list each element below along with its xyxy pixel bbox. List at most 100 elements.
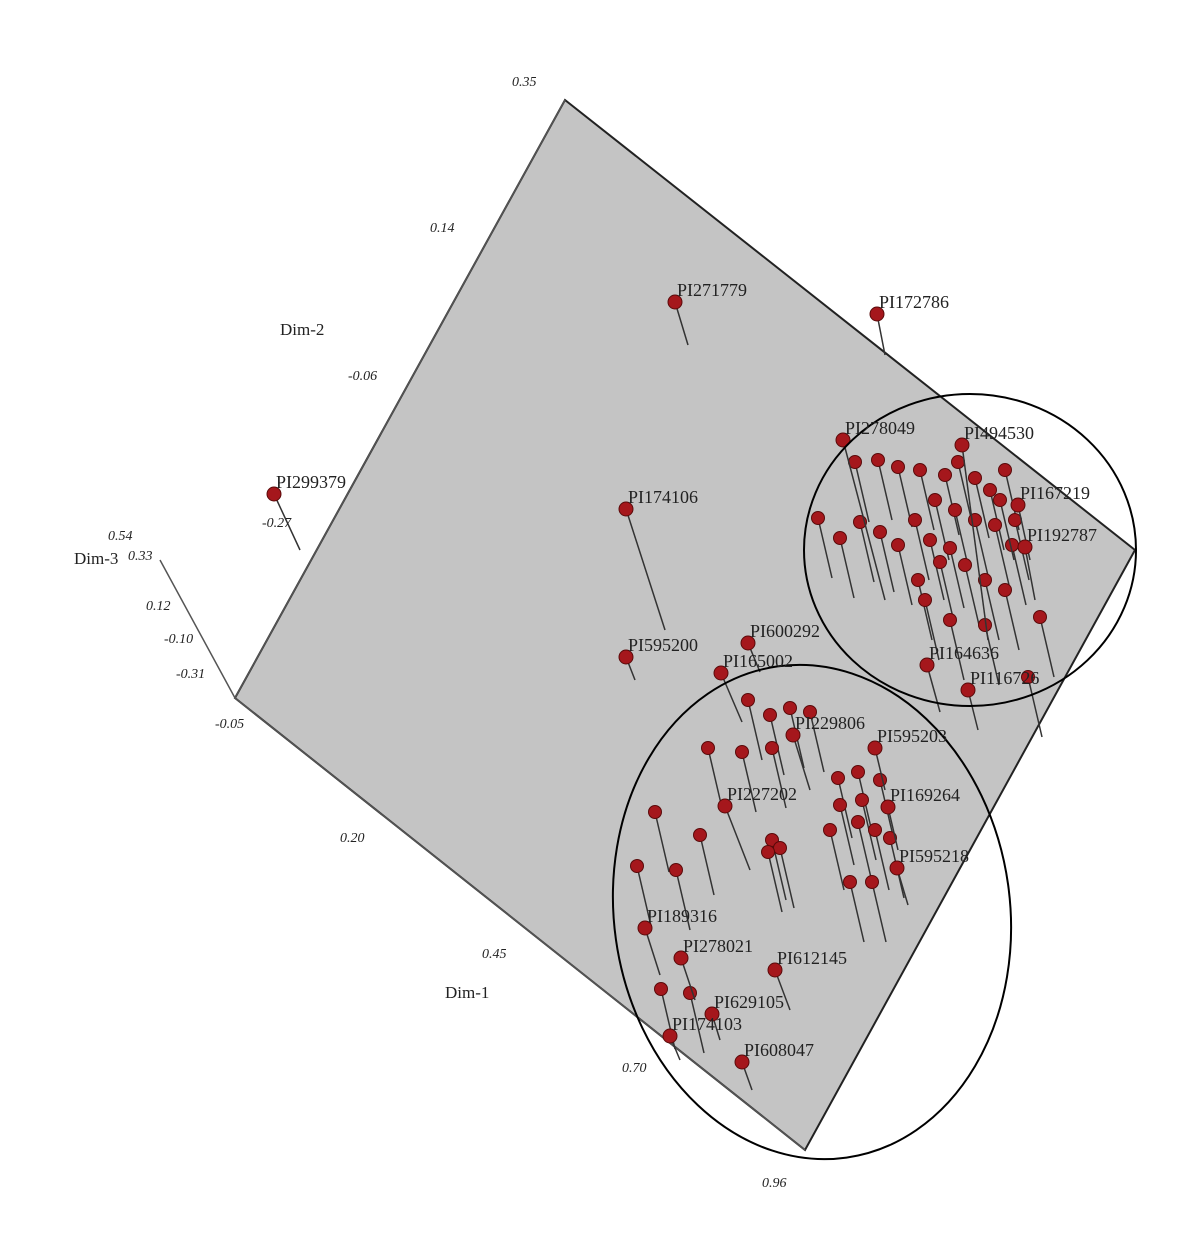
stem [1027, 676, 1043, 738]
stem [974, 519, 990, 581]
stem [689, 992, 705, 1054]
axis-label: Dim-3 [74, 549, 118, 568]
tick-label: -0.06 [348, 369, 377, 384]
point [843, 875, 857, 889]
point [835, 432, 851, 448]
stem [636, 865, 652, 927]
point [978, 573, 992, 587]
point [823, 823, 837, 837]
point [911, 573, 925, 587]
dim1-axis [234, 697, 806, 1151]
point [908, 513, 922, 527]
point [1021, 670, 1035, 684]
stem [961, 444, 989, 641]
point [654, 982, 668, 996]
stem [877, 459, 893, 521]
point [943, 541, 957, 555]
point [880, 799, 896, 815]
point-label: PI278021 [683, 936, 753, 956]
stem [874, 829, 890, 891]
point [891, 538, 905, 552]
point-label: PI629105 [714, 992, 784, 1012]
point [785, 727, 801, 743]
point [767, 962, 783, 978]
stem [974, 477, 990, 539]
point [630, 859, 644, 873]
point [954, 437, 970, 453]
point [998, 583, 1012, 597]
point-label: PI116726 [970, 668, 1039, 688]
points [266, 294, 1055, 1091]
point [618, 649, 634, 665]
point [913, 463, 927, 477]
dim2-axis [234, 99, 566, 699]
tick-label: 0.54 [108, 529, 133, 544]
stem [707, 747, 723, 809]
stem [914, 519, 930, 581]
stem [854, 461, 870, 523]
point [988, 518, 1002, 532]
point [851, 765, 865, 779]
point [918, 593, 932, 607]
point [867, 740, 883, 756]
point-label: PI612145 [777, 948, 847, 968]
point-label: PI174103 [672, 1014, 742, 1034]
stem [675, 869, 691, 931]
dim3-axis [159, 559, 236, 699]
point-label: PI227202 [727, 784, 797, 804]
stem [829, 829, 845, 891]
tick-label: 0.14 [430, 221, 455, 236]
stem [984, 579, 1000, 641]
point [919, 657, 935, 673]
point [951, 455, 965, 469]
point [943, 613, 957, 627]
point-label: PI595203 [877, 726, 947, 746]
point-label: PI189316 [647, 906, 717, 926]
point [783, 701, 797, 715]
stem [871, 881, 887, 943]
stem [809, 711, 825, 773]
point-label: PI169264 [890, 785, 960, 805]
point-label: PI595200 [628, 635, 698, 655]
point [993, 493, 1007, 507]
point [735, 745, 749, 759]
point [1017, 539, 1033, 555]
stem [1039, 616, 1055, 678]
point [701, 741, 715, 755]
stem [842, 439, 886, 601]
point [968, 513, 982, 527]
tick-label: 0.33 [128, 549, 153, 564]
point [667, 294, 683, 310]
tick-label: 0.20 [340, 831, 365, 846]
point [871, 453, 885, 467]
stem [917, 579, 933, 641]
stem [839, 804, 855, 866]
point [873, 773, 887, 787]
point [983, 483, 997, 497]
stem [1011, 544, 1027, 606]
point [734, 1054, 750, 1070]
stem [625, 508, 666, 631]
point [833, 798, 847, 812]
point [998, 463, 1012, 477]
axis-label: Dim-2 [280, 320, 324, 339]
point [803, 705, 817, 719]
point [933, 555, 947, 569]
tick-label: 0.35 [512, 75, 537, 90]
stem [949, 619, 965, 681]
stem [720, 672, 743, 723]
stem [792, 734, 811, 791]
tick-label: 0.70 [622, 1061, 647, 1076]
stem [779, 847, 795, 909]
point-label: PI608047 [744, 1040, 814, 1060]
point [923, 533, 937, 547]
point [883, 831, 897, 845]
point [928, 493, 942, 507]
point [693, 828, 707, 842]
tick-label: -0.31 [176, 667, 205, 682]
point-label: PI165002 [723, 651, 793, 671]
point [717, 798, 733, 814]
point [740, 635, 756, 651]
point-label: PI229806 [795, 713, 865, 733]
labels: Dim-1 -0.05 0.20 0.45 0.70 0.96 Dim-2 0.35 0.14 -… [74, 75, 1097, 1191]
